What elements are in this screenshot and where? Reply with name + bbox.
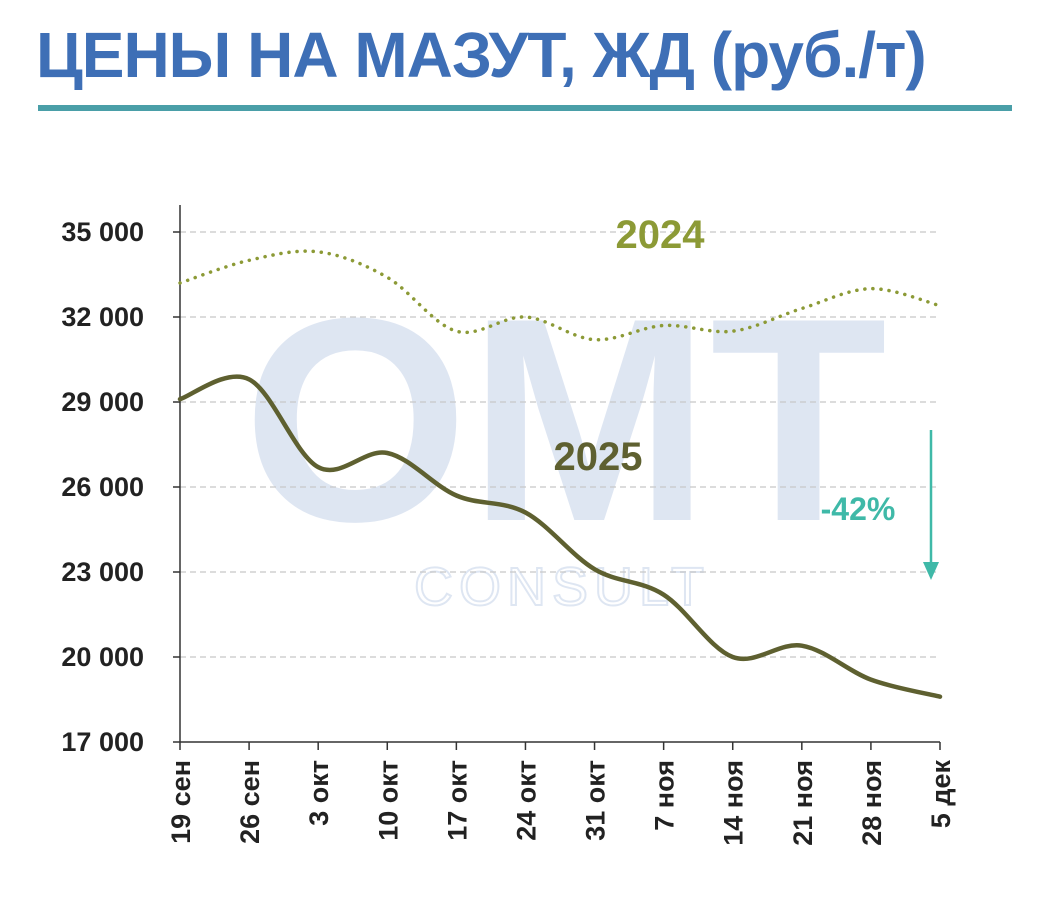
x-axis-ticks: 19 сен 26 сен 3 окт 10 окт 17 окт 24 окт 31 ок… xyxy=(166,742,956,846)
series-line-2025 xyxy=(177,374,943,699)
y-tick-label: 32 000 xyxy=(61,302,144,332)
x-tick-label: 28 ноя xyxy=(857,760,887,846)
y-tick-label: 35 000 xyxy=(61,217,144,247)
page-title: ЦЕНЫ НА МАЗУТ, ЖД (руб./т) xyxy=(36,19,927,91)
y-tick-label: 17 000 xyxy=(61,727,144,757)
grid-lines xyxy=(180,231,940,658)
x-tick-label: 5 дек xyxy=(926,760,956,829)
y-tick-label: 23 000 xyxy=(61,557,144,587)
omt-consult-watermark: OMT CONSULT xyxy=(243,258,887,618)
x-tick-label: 17 окт xyxy=(442,760,472,841)
x-tick-label: 10 окт xyxy=(373,760,403,841)
svg-text:OMT: OMT xyxy=(243,258,887,582)
x-tick-label: 24 окт xyxy=(511,760,541,841)
svg-text:CONSULT: CONSULT xyxy=(414,557,710,617)
x-tick-label: 14 ноя xyxy=(719,760,749,846)
x-tick-label: 26 сен xyxy=(235,760,265,844)
series-label-2025: 2025 xyxy=(554,435,643,479)
x-tick-label: 3 окт xyxy=(304,760,334,826)
title-underline xyxy=(38,105,1012,111)
series-label-2024: 2024 xyxy=(616,213,706,257)
series-lines xyxy=(177,249,943,699)
series-line-2024 xyxy=(178,249,942,342)
x-tick-label: 19 сен xyxy=(166,760,196,844)
x-tick-label: 31 окт xyxy=(581,760,611,841)
annotation-arrow-head xyxy=(923,562,939,580)
series-labels: 2024 2025 xyxy=(554,213,706,479)
y-tick-label: 29 000 xyxy=(61,387,144,417)
axes xyxy=(179,205,940,743)
change-annotation: -42% xyxy=(821,430,939,580)
x-tick-label: 7 ноя xyxy=(650,760,680,831)
x-tick-label: 21 ноя xyxy=(788,760,818,846)
y-tick-label: 26 000 xyxy=(61,472,144,502)
y-tick-label: 20 000 xyxy=(61,642,144,672)
y-axis-ticks: 17 000 20 000 23 000 26 000 29 000 32 000 35 0… xyxy=(61,217,180,757)
annotation-percent-change: -42% xyxy=(821,491,896,527)
